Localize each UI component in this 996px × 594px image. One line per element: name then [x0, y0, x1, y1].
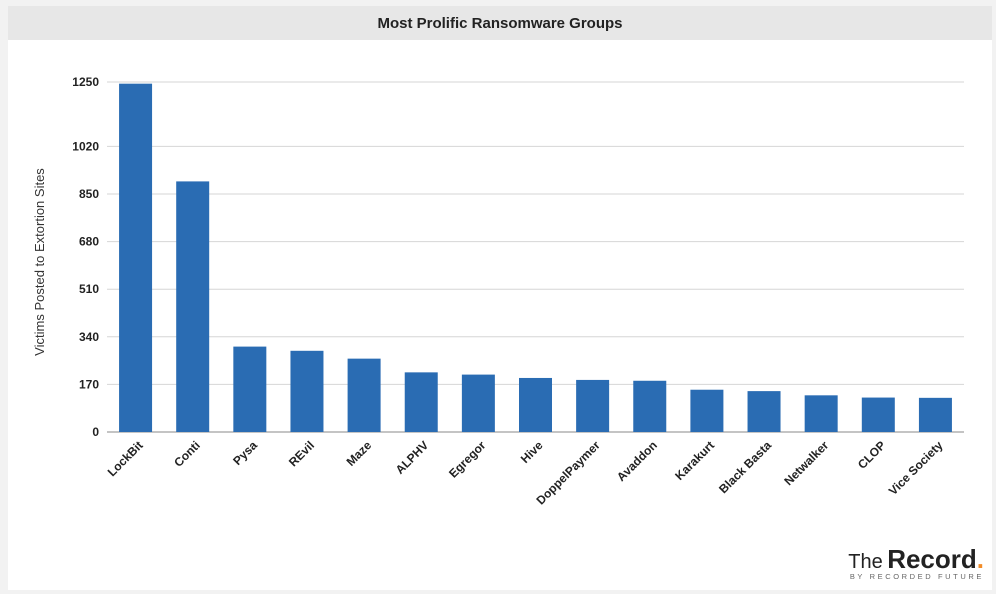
bar-vice-society: [918, 397, 952, 432]
x-tick-label: CLOP: [855, 438, 888, 471]
x-tick-label: Karakurt: [672, 438, 717, 483]
x-tick-label: LockBit: [105, 438, 146, 479]
bars: [119, 83, 952, 433]
y-axis-label: Victims Posted to Extortion Sites: [32, 168, 47, 356]
logo-byline: BY RECORDED FUTURE: [849, 571, 984, 581]
bar-alphv: [404, 372, 438, 432]
the-record-logo: The Record. BY RECORDED FUTURE: [848, 546, 984, 581]
bar-clop: [861, 397, 895, 432]
bar-conti: [176, 181, 210, 432]
y-tick-label: 680: [79, 235, 99, 249]
x-tick-label: Avaddon: [614, 438, 660, 484]
bar-pysa: [233, 346, 267, 432]
x-tick-label: Hive: [518, 438, 546, 466]
x-tick-label: Black Basta: [716, 438, 774, 496]
bar-avaddon: [633, 380, 667, 432]
y-tick-label: 510: [79, 282, 99, 296]
y-tick-labels: 0 170 340 510 680 850 1020 1250: [72, 75, 99, 439]
y-tick-label: 850: [79, 187, 99, 201]
bar-lockbit: [119, 83, 153, 433]
x-tick-label: Vice Society: [886, 438, 946, 498]
logo-dot: .: [976, 543, 984, 574]
chart-title: Most Prolific Ransomware Groups: [377, 14, 623, 32]
x-tick-label: ALPHV: [393, 438, 432, 477]
bar-netwalker: [804, 395, 838, 432]
bar-maze: [347, 358, 381, 432]
x-tick-label: REvil: [286, 438, 317, 469]
y-tick-label: 1020: [72, 139, 99, 153]
x-tick-label: Maze: [344, 438, 375, 469]
bar-chart: 0 170 340 510 680 850 1020 1250 LockBit Conti Pys…: [32, 75, 964, 508]
logo-record: Record: [887, 543, 977, 574]
logo-the: The: [848, 550, 883, 573]
bar-karakurt: [690, 389, 724, 432]
y-tick-label: 170: [79, 377, 99, 391]
y-tick-label: 340: [79, 330, 99, 344]
x-tick-label: Pysa: [230, 438, 260, 468]
x-tick-label: Conti: [171, 438, 203, 470]
bar-revil: [290, 350, 324, 432]
y-tick-label: 0: [92, 425, 99, 439]
y-tick-label: 1250: [72, 75, 99, 89]
bar-black-basta: [747, 391, 781, 432]
bar-doppelpaymer: [576, 379, 610, 432]
x-tick-labels: LockBit Conti Pysa REvil Maze ALPHV Egregor Hiv…: [105, 438, 946, 508]
x-tick-label: Egregor: [446, 438, 489, 481]
bar-hive: [519, 377, 552, 432]
chart-card: Most Prolific Ransomware Groups 0 170 340 5…: [8, 6, 992, 590]
bar-egregor: [461, 374, 495, 432]
x-tick-label: Netwalker: [781, 438, 831, 488]
chart-title-bar: Most Prolific Ransomware Groups: [8, 6, 992, 40]
